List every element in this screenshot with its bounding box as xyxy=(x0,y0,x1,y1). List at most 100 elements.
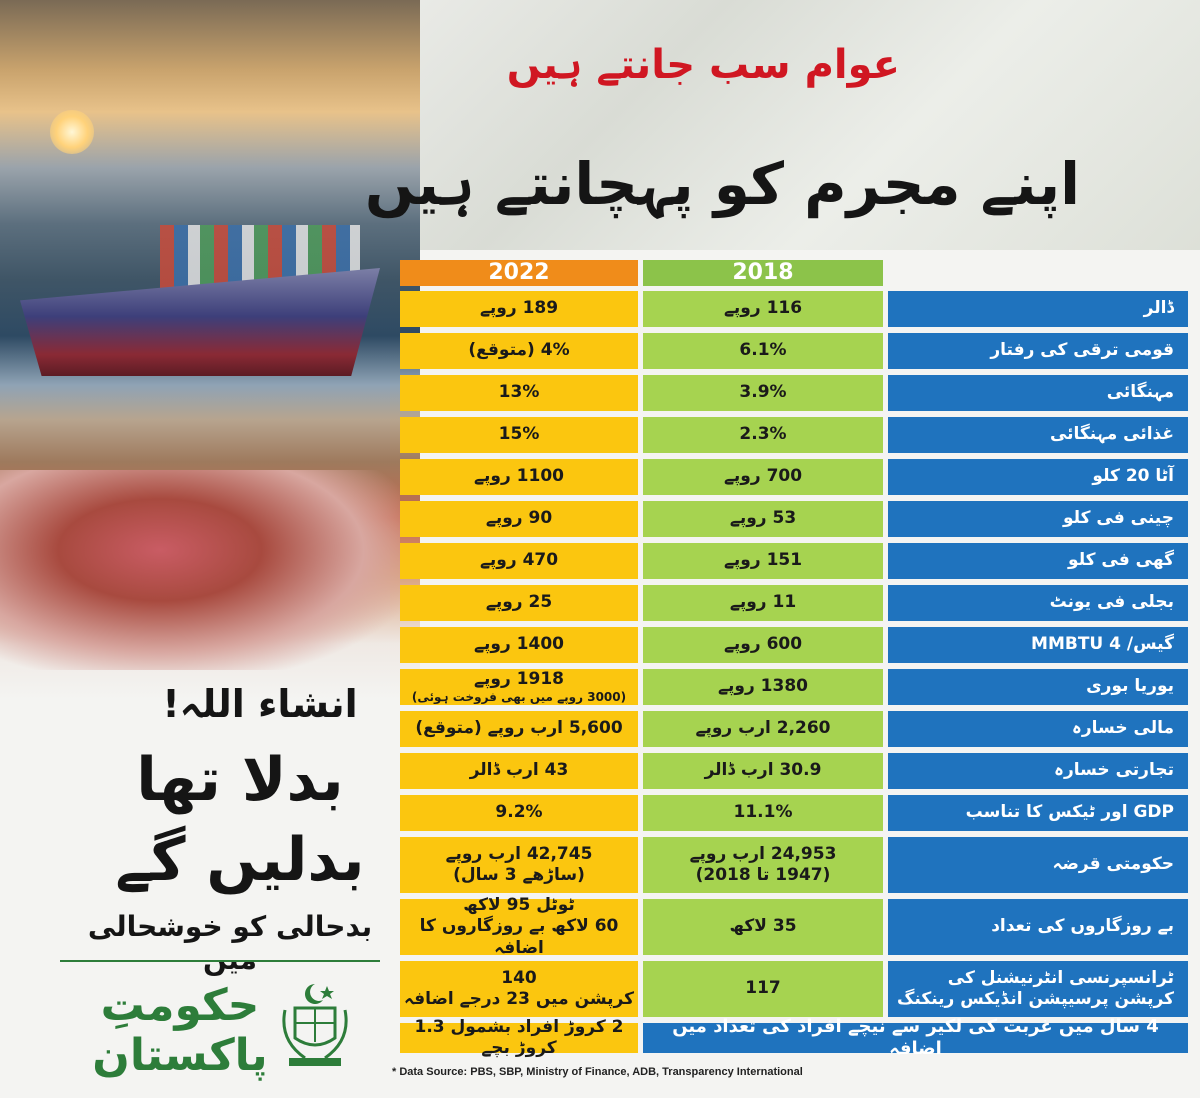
inshallah-text: انشاء اللہ! xyxy=(162,682,358,726)
row-1-2018-value: 6.1% xyxy=(739,340,787,361)
row-15-label-value: ٹرانسپرنسی انٹرنیشنل کی کرپشن پرسیپشن ان… xyxy=(896,967,1174,1009)
row-3-2022: 15% xyxy=(400,417,638,453)
row-3-2018: 2.3% xyxy=(643,417,883,453)
row-7-2022: 25 روپے xyxy=(400,585,638,621)
poverty-label-cell: 4 سال میں غربت کی لکیر سے نیچے افراد کی … xyxy=(643,1016,1188,1059)
row-11-label: تجارتی خسارہ xyxy=(888,753,1188,789)
row-6-2018-value: 151 روپے xyxy=(723,550,803,571)
column-header-2022: 2022 xyxy=(400,260,638,286)
row-0-2022-value: 189 روپے xyxy=(479,298,559,319)
queue-crowd xyxy=(0,470,400,670)
row-7-2018-value: 11 روپے xyxy=(729,592,797,613)
row-13-2018-note: (1947 تا 2018) xyxy=(695,865,831,885)
row-9-label-value: یوریا بوری xyxy=(1086,676,1174,697)
row-12-2022-value: 9.2% xyxy=(495,802,543,823)
row-15-2018: 117 xyxy=(643,961,883,1017)
row-0-label-value: ڈالر xyxy=(1143,298,1174,319)
sunset-sun xyxy=(50,110,94,154)
row-15-label: ٹرانسپرنسی انٹرنیشنل کی کرپشن پرسیپشن ان… xyxy=(888,961,1188,1017)
green-divider xyxy=(60,960,380,962)
row-14-2022: ٹوٹل 95 لاکھ 60 لاکھ بے روزگاروں کا اضافہ xyxy=(400,895,638,958)
row-12-label: GDP اور ٹیکس کا تناسب xyxy=(888,795,1188,831)
row-13-2022-note: (ساڑھے 3 سال) xyxy=(453,865,585,885)
poverty-2022-cell: 2 کروڑ افراد بشمول 1.3 کروڑ بچے xyxy=(400,1017,638,1058)
row-5-2022-value: 90 روپے xyxy=(485,508,553,529)
row-8-label-value: گیس/ 4 MMBTU xyxy=(1031,634,1174,655)
row-10-2022: 5,600 ارب روپے (متوقع) xyxy=(400,711,638,747)
cargo-ship xyxy=(20,268,380,376)
row-5-label: چینی فی کلو xyxy=(888,501,1188,537)
row-2-label-value: مہنگائی xyxy=(1106,382,1174,403)
row-2-2022-value: 13% xyxy=(498,382,540,403)
row-2-2022: 13% xyxy=(400,375,638,411)
row-10-2022-value: 5,600 ارب روپے (متوقع) xyxy=(415,718,623,739)
row-6-2022: 470 روپے xyxy=(400,543,638,579)
row-8-2018-value: 600 روپے xyxy=(723,634,803,655)
row-15-2022: 140 کرپشن میں 23 درجے اضافہ xyxy=(400,961,638,1017)
row-1-2018: 6.1% xyxy=(643,333,883,369)
row-13-2022: 42,745 ارب روپے (ساڑھے 3 سال) xyxy=(400,837,638,893)
row-2-2018: 3.9% xyxy=(643,375,883,411)
row-14-2022-value: ٹوٹل 95 لاکھ xyxy=(463,895,575,916)
row-9-2022-value: 1918 روپے xyxy=(474,668,564,689)
row-15-2022-value: 140 xyxy=(501,967,537,988)
row-1-2022-value: 4% (متوقع) xyxy=(468,340,570,361)
gov-pakistan-line-2: پاکستان xyxy=(92,1030,268,1081)
data-source-note: * Data Source: PBS, SBP, Ministry of Fin… xyxy=(392,1066,803,1078)
row-13-2018-value: 24,953 ارب روپے xyxy=(689,843,837,864)
row-7-label-value: بجلی فی یونٹ xyxy=(1049,592,1174,613)
row-11-2018: 30.9 ارب ڈالر xyxy=(643,753,883,789)
gov-pakistan-line-1: حکومتِ xyxy=(100,980,260,1031)
row-5-label-value: چینی فی کلو xyxy=(1063,508,1174,529)
slogan-line-2: بدلیں گے xyxy=(115,825,365,895)
row-4-2018: 700 روپے xyxy=(643,459,883,495)
row-14-2018-value: 35 لاکھ xyxy=(729,916,797,937)
row-15-2018-value: 117 xyxy=(745,978,781,999)
row-3-2018-value: 2.3% xyxy=(739,424,787,445)
row-4-2022: 1100 روپے xyxy=(400,459,638,495)
row-13-label-value: حکومتی قرضہ xyxy=(1052,854,1174,875)
row-10-label-value: مالی خسارہ xyxy=(1071,718,1174,739)
row-1-label: قومی ترقی کی رفتار xyxy=(888,333,1188,369)
row-6-2018: 151 روپے xyxy=(643,543,883,579)
row-4-2022-value: 1100 روپے xyxy=(474,466,564,487)
currency-background xyxy=(420,0,1200,250)
row-11-2022-value: 43 ارب ڈالر xyxy=(469,760,569,781)
column-header-2018: 2018 xyxy=(643,260,883,286)
row-1-2022: 4% (متوقع) xyxy=(400,333,638,369)
row-9-2018-value: 1380 روپے xyxy=(718,676,808,697)
row-5-2018: 53 روپے xyxy=(643,501,883,537)
row-7-2022-value: 25 روپے xyxy=(485,592,553,613)
row-8-2022-value: 1400 روپے xyxy=(474,634,564,655)
row-11-2018-value: 30.9 ارب ڈالر xyxy=(704,760,822,781)
row-14-label-value: بے روزگاروں کی تعداد xyxy=(991,916,1174,937)
row-9-2022: 1918 روپے (3000 روپے میں بھی فروخت ہوئی) xyxy=(400,669,638,705)
row-1-label-value: قومی ترقی کی رفتار xyxy=(990,340,1174,361)
row-9-2022-note: (3000 روپے میں بھی فروخت ہوئی) xyxy=(411,690,627,705)
headline-top: عوام سب جانتے ہیں xyxy=(506,42,900,88)
row-12-label-value: GDP اور ٹیکس کا تناسب xyxy=(965,802,1174,823)
row-14-2018: 35 لاکھ xyxy=(643,899,883,955)
row-13-2018: 24,953 ارب روپے (1947 تا 2018) xyxy=(643,837,883,893)
row-6-2022-value: 470 روپے xyxy=(479,550,559,571)
row-5-2022: 90 روپے xyxy=(400,501,638,537)
row-9-2018: 1380 روپے xyxy=(643,669,883,705)
row-8-2018: 600 روپے xyxy=(643,627,883,663)
row-10-2018: 2,260 ارب روپے xyxy=(643,711,883,747)
row-15-2022-note: کرپشن میں 23 درجے اضافہ xyxy=(404,989,635,1009)
row-0-2018-value: 116 روپے xyxy=(723,298,803,319)
row-7-label: بجلی فی یونٹ xyxy=(888,585,1188,621)
row-4-label: آٹا 20 کلو xyxy=(888,459,1188,495)
row-12-2018: 11.1% xyxy=(643,795,883,831)
row-14-2022-note: 60 لاکھ بے روزگاروں کا اضافہ xyxy=(419,916,619,958)
row-9-label: یوریا بوری xyxy=(888,669,1188,705)
row-8-label: گیس/ 4 MMBTU xyxy=(888,627,1188,663)
row-13-2022-value: 42,745 ارب روپے xyxy=(445,843,593,864)
pakistan-emblem-icon xyxy=(282,984,348,1066)
headline-main: اپنے مجرم کو پہچانتے ہیں xyxy=(364,150,1080,218)
row-6-label-value: گھی فی کلو xyxy=(1068,550,1174,571)
row-4-2018-value: 700 روپے xyxy=(723,466,803,487)
row-10-label: مالی خسارہ xyxy=(888,711,1188,747)
row-0-2022: 189 روپے xyxy=(400,291,638,327)
row-0-2018: 116 روپے xyxy=(643,291,883,327)
